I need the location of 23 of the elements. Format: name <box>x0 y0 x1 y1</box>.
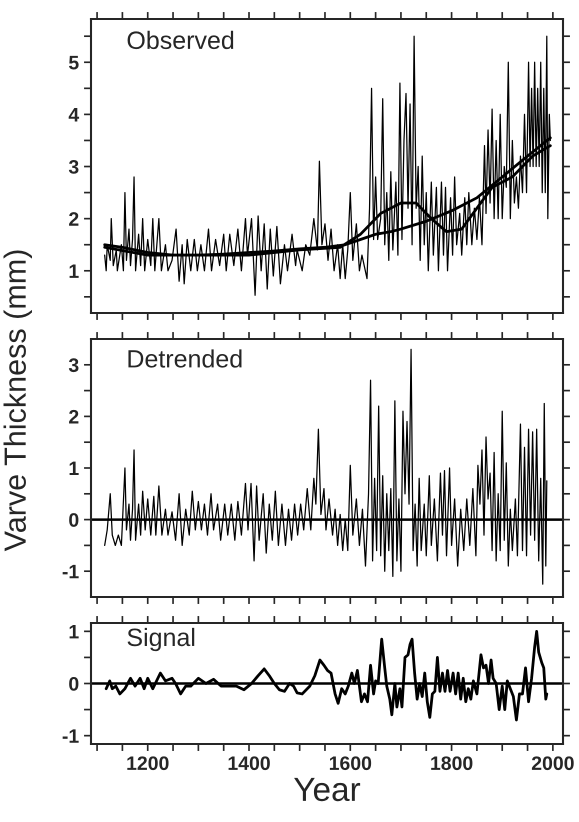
y-tick-label: 1 <box>70 625 79 638</box>
y-tick-label: 1 <box>70 264 79 278</box>
x-tick-label: 2000 <box>532 756 574 770</box>
y-axis-title: Varve Thickness (mm) <box>4 250 32 552</box>
y-tick-label: 2 <box>69 410 78 424</box>
y-tick-label: 0 <box>69 676 78 691</box>
x-axis-title: Year <box>294 778 360 802</box>
chart-title: Detrended <box>128 349 242 368</box>
x-tick-label: 1200 <box>127 756 169 770</box>
chart-title: Observed <box>128 30 234 50</box>
x-tick-label: 1400 <box>228 756 270 770</box>
y-tick-label: 3 <box>68 358 78 372</box>
y-tick-label: 0 <box>69 513 78 527</box>
x-tick-label: 1600 <box>330 756 372 770</box>
y-tick-label: -1 <box>62 564 79 578</box>
y-tick-label: -1 <box>62 729 79 743</box>
y-tick-label: 4 <box>68 108 80 122</box>
y-tick-label: 5 <box>68 56 79 70</box>
y-tick-label: 1 <box>70 462 79 476</box>
y-tick-label: 2 <box>69 212 78 226</box>
y-tick-label: 3 <box>68 160 78 174</box>
chart-title: Signal <box>128 628 194 652</box>
x-tick-label: 1800 <box>431 756 472 770</box>
